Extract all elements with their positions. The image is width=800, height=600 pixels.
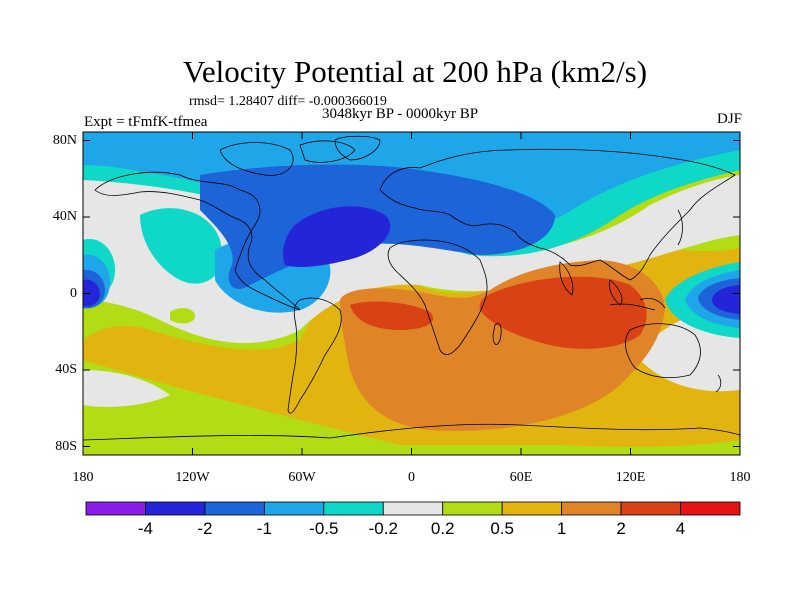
colorbar-swatch	[204, 501, 265, 516]
colorbar-swatch	[561, 501, 622, 516]
lat-label: 40N	[52, 209, 77, 224]
colorbar-label: 1	[556, 519, 567, 538]
colorbar-swatch	[323, 501, 384, 516]
colorbar-label: 2	[616, 519, 626, 538]
colorbar-label: 0.2	[430, 519, 455, 538]
colorbar-swatch	[382, 501, 444, 516]
lon-label: 120W	[175, 470, 210, 485]
season-label: DJF	[716, 111, 742, 127]
lat-label: 0	[70, 285, 77, 301]
colorbar-swatch	[680, 501, 741, 516]
experiment-label: Expt = tFmfK-tfmea	[84, 114, 208, 130]
colorbar-swatch	[85, 501, 146, 516]
colorbar-swatch	[263, 501, 325, 516]
axis-ticks	[82, 132, 741, 455]
lon-label: 180	[729, 470, 751, 485]
lon-label: 0	[408, 470, 415, 485]
colorbar-label: -1	[256, 519, 272, 538]
colorbar-label: -4	[137, 519, 154, 538]
colorbar-swatch	[145, 501, 206, 516]
colorbar	[85, 501, 741, 516]
colorbar-label: 0.5	[490, 519, 514, 538]
period-subtitle: 3048kyr BP - 0000kyr BP	[322, 106, 479, 122]
map-title: Velocity Potential at 200 hPa (km2/s)	[182, 54, 648, 89]
colorbar-swatch	[501, 501, 563, 516]
colorbar-swatch	[620, 501, 681, 516]
colorbar-label: -0.2	[368, 519, 398, 538]
colorbar-swatch	[442, 501, 503, 516]
lon-label: 60E	[509, 470, 533, 485]
colorbar-label: -2	[197, 519, 213, 538]
lat-label: 80S	[55, 438, 77, 454]
coastlines	[83, 135, 740, 441]
lon-label: 180	[72, 470, 94, 485]
lon-label: 120E	[615, 470, 646, 485]
lat-label: 80N	[52, 132, 77, 148]
colorbar-label: -0.5	[309, 519, 339, 538]
lon-label: 60W	[288, 470, 316, 485]
colorbar-label: 4	[675, 519, 686, 538]
contour-field	[83, 132, 740, 455]
lat-label: 40S	[55, 362, 77, 377]
stats-label: rmsd= 1.28407 diff= -0.000366019	[189, 94, 387, 109]
